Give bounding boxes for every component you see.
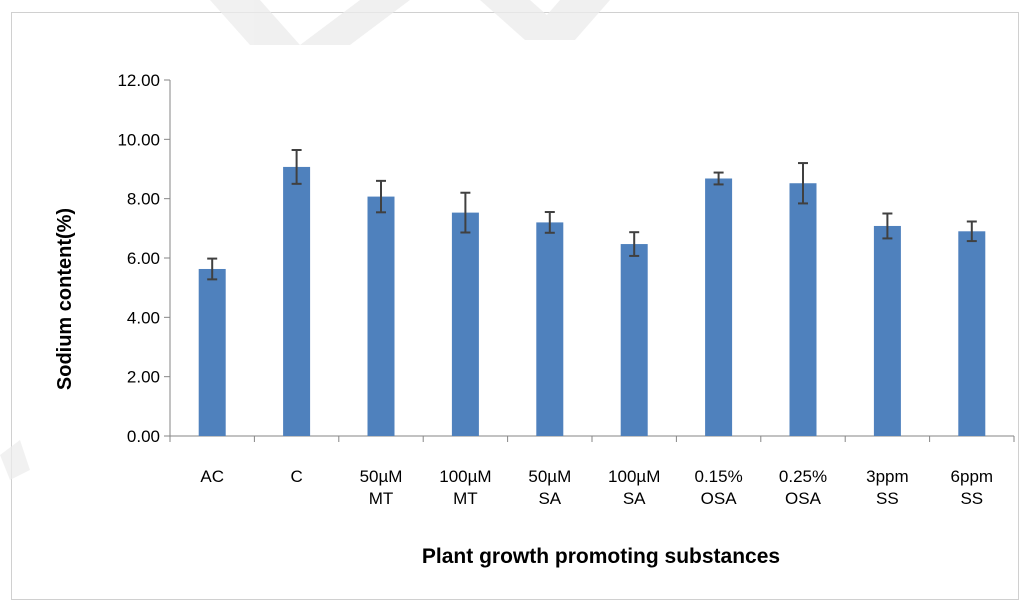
bar (958, 231, 986, 436)
bar (198, 268, 226, 436)
y-tick-label: 6.00 (127, 249, 160, 268)
y-tick-label: 4.00 (127, 308, 160, 327)
bar (620, 244, 648, 436)
x-tick-label-line: C (290, 467, 302, 486)
x-tick-label: 50µM SA (528, 467, 571, 508)
x-tick-label-line: 0.25% (779, 467, 827, 486)
x-tick-label: 0.25% OSA (779, 467, 827, 508)
x-tick-label: 50µM MT (360, 467, 403, 508)
y-tick-label: 0.00 (127, 427, 160, 446)
x-tick-label-line: 50µM (360, 467, 403, 486)
y-tick-label: 8.00 (127, 190, 160, 209)
bar (536, 222, 564, 436)
chart-frame (11, 12, 1019, 600)
x-tick-label: 3ppm SS (866, 467, 909, 508)
bar (873, 225, 901, 436)
bar (789, 183, 817, 436)
x-tick-label-line: SS (876, 489, 899, 508)
y-tick-label: 2.00 (127, 368, 160, 387)
x-tick-label: 0.15% OSA (694, 467, 742, 508)
x-axis (169, 435, 1015, 442)
x-tick-label-line: 6ppm (951, 467, 994, 486)
x-tick-label: 100µM MT (439, 467, 491, 508)
x-tick-label-line: MT (369, 489, 394, 508)
x-tick-label: 100µM SA (608, 467, 660, 508)
x-tick-label-line: SA (538, 489, 561, 508)
y-axis: 0.00 2.00 4.00 6.00 8.00 10.00 12.00 (117, 71, 171, 446)
x-tick-label-line: 0.15% (694, 467, 742, 486)
bar (705, 178, 733, 436)
x-tick-label-line: SA (623, 489, 646, 508)
x-tick-label: 6ppm SS (951, 467, 994, 508)
x-tick-label: AC (200, 467, 224, 486)
y-axis-label: Sodium content(%) (54, 208, 76, 390)
error-bars (207, 149, 977, 281)
x-tick-label-line: MT (453, 489, 478, 508)
y-tick-label: 12.00 (117, 71, 160, 90)
x-tick-label-line: 100µM (439, 467, 491, 486)
y-tick-label: 10.00 (117, 130, 160, 149)
x-tick-label-line: AC (200, 467, 224, 486)
x-tick-label-line: 50µM (528, 467, 571, 486)
x-tick-label-line: 100µM (608, 467, 660, 486)
x-tick-label-line: 3ppm (866, 467, 909, 486)
x-axis-label: Plant growth promoting substances (422, 545, 780, 568)
bar (283, 166, 311, 436)
x-tick-label-line: SS (960, 489, 983, 508)
bar (451, 212, 479, 436)
x-tick-label-line: OSA (701, 489, 738, 508)
x-tick-label: C (290, 467, 302, 486)
bar (367, 196, 395, 436)
bars (198, 166, 986, 436)
x-tick-label-line: OSA (785, 489, 822, 508)
